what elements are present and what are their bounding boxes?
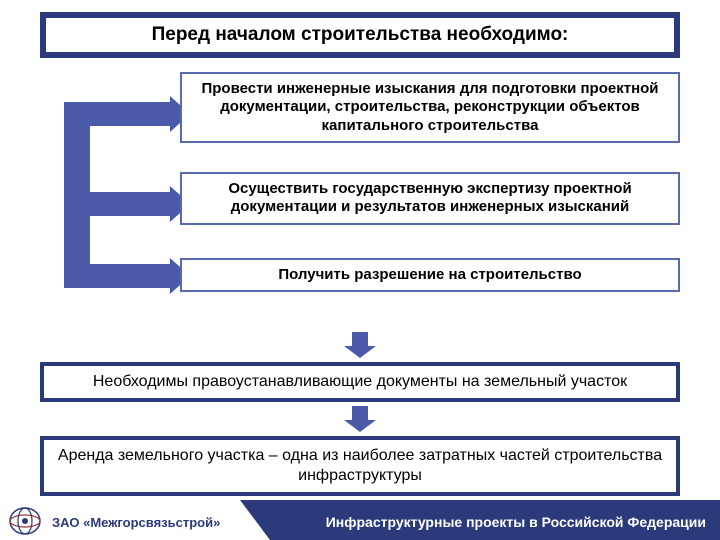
step-box-2: Осуществить государственную экспертизу п… <box>180 172 680 225</box>
bottom-text-1: Необходимы правоустанавливающие документ… <box>44 366 676 398</box>
steps-area: Провести инженерные изыскания для подгот… <box>40 72 680 322</box>
footer-bar: ЗАО «Межгорсвязьстрой» Инфраструктурные … <box>0 500 720 540</box>
footer-company: ЗАО «Межгорсвязьстрой» <box>52 515 220 530</box>
title-bar: Перед началом строительства необходимо: <box>40 12 680 58</box>
page-title: Перед началом строительства необходимо: <box>46 18 674 52</box>
bracket-connector <box>50 72 190 322</box>
company-logo-icon <box>8 506 42 536</box>
bottom-box-2: Аренда земельного участка – одна из наиб… <box>40 436 680 496</box>
footer-right-text: Инфраструктурные проекты в Российской Фе… <box>326 514 706 530</box>
step-box-1: Провести инженерные изыскания для подгот… <box>180 72 680 143</box>
arrow-down-1-wrap <box>40 328 680 362</box>
bottom-box-1: Необходимы правоустанавливающие документ… <box>40 362 680 402</box>
arrow-down-2-wrap <box>40 402 680 436</box>
bottom-text-2: Аренда земельного участка – одна из наиб… <box>44 440 676 492</box>
step-box-3: Получить разрешение на строительство <box>180 258 680 292</box>
slide-root: Перед началом строительства необходимо: … <box>0 0 720 540</box>
arrow-down-icon <box>340 332 380 358</box>
arrow-down-icon <box>340 406 380 432</box>
